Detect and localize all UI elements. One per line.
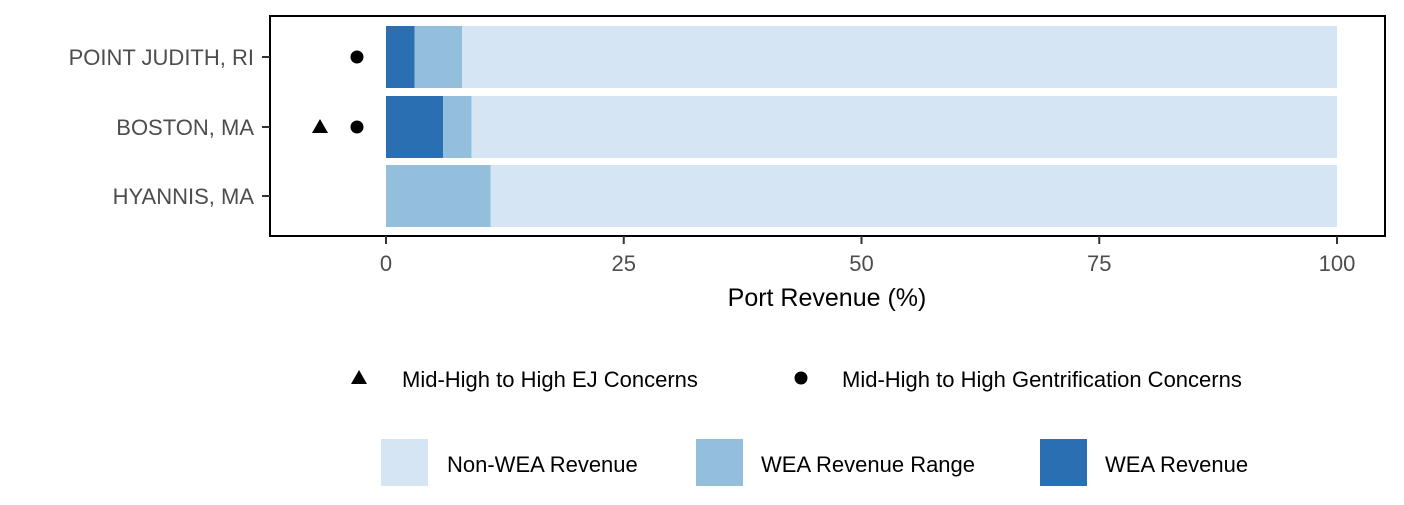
fill-legend: Non-WEA Revenue WEA Revenue Range WEA Reve… xyxy=(381,439,1248,486)
bar-wea-revenue-boston-ma xyxy=(386,96,444,158)
legend-fill-label: WEA Revenue Range xyxy=(761,452,975,477)
bar-non-wea-revenue-boston-ma xyxy=(471,96,1338,158)
legend-shape-label: Mid-High to High Gentrification Concerns xyxy=(842,367,1242,392)
x-tick-label: 50 xyxy=(849,251,873,276)
x-tick-label: 100 xyxy=(1319,251,1356,276)
legend-fill-label: WEA Revenue xyxy=(1105,452,1248,477)
x-tick-label: 0 xyxy=(380,251,392,276)
bar-non-wea-revenue-point-judith-ri xyxy=(462,26,1338,88)
bar-wea-revenue-range-point-judith-ri xyxy=(414,26,463,88)
bar-non-wea-revenue-hyannis-ma xyxy=(490,165,1337,227)
x-tick-label: 25 xyxy=(612,251,636,276)
marker-triangle-boston-ma xyxy=(312,119,328,133)
y-tick-label: POINT JUDITH, RI xyxy=(69,45,254,70)
legend-circle-icon xyxy=(794,371,808,385)
y-tick-label: BOSTON, MA xyxy=(116,115,254,140)
legend-fill-label: Non-WEA Revenue xyxy=(447,452,638,477)
markers-layer xyxy=(312,50,364,134)
y-axis: POINT JUDITH, RI BOSTON, MA HYANNIS, MA xyxy=(69,45,270,209)
shape-legend: Mid-High to High EJ Concerns Mid-High to … xyxy=(351,367,1242,392)
marker-circle-point-judith-ri xyxy=(350,50,364,64)
x-axis-title: Port Revenue (%) xyxy=(728,284,927,312)
bar-wea-revenue-range-boston-ma xyxy=(443,96,472,158)
bars-layer xyxy=(386,26,1338,227)
bar-wea-revenue-point-judith-ri xyxy=(386,26,415,88)
legend-key-wea-revenue-range xyxy=(696,439,743,486)
legend-key-non-wea-revenue xyxy=(381,439,428,486)
y-tick-label: HYANNIS, MA xyxy=(113,184,255,209)
marker-circle-boston-ma xyxy=(350,120,364,134)
x-axis: 0 25 50 75 100 xyxy=(380,236,1355,276)
legend-key-wea-revenue xyxy=(1040,439,1087,486)
bar-wea-revenue-range-hyannis-ma xyxy=(386,165,491,227)
x-tick-label: 75 xyxy=(1087,251,1111,276)
legend-shape-label: Mid-High to High EJ Concerns xyxy=(402,367,698,392)
legend-triangle-icon xyxy=(351,370,367,384)
